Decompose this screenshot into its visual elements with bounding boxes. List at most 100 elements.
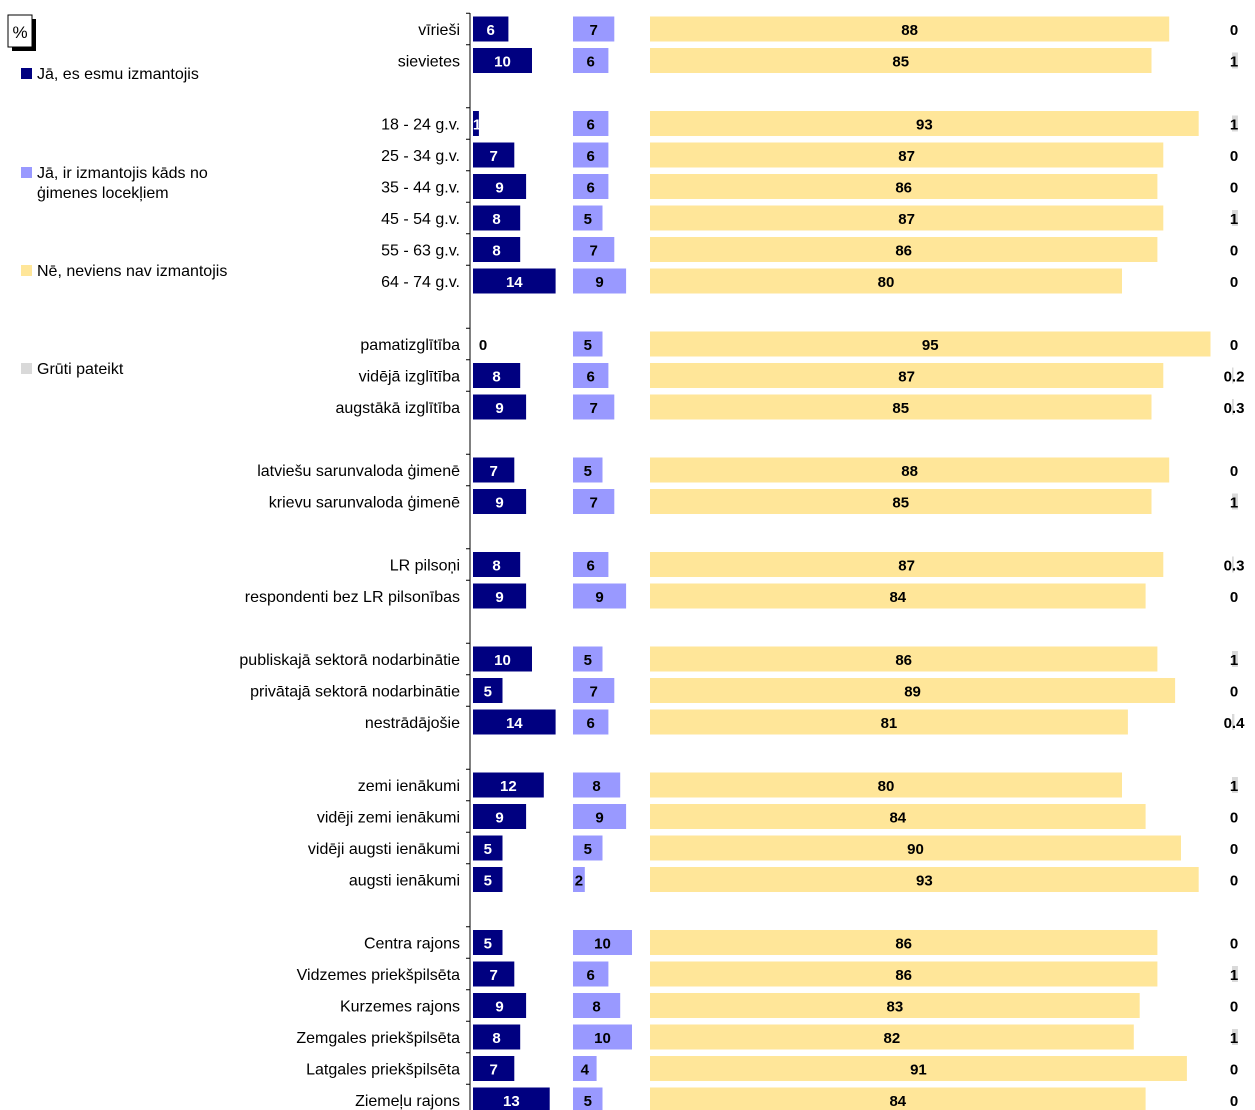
bar [473,142,515,168]
value-label: 1 [1230,54,1238,71]
category-label: 25 - 34 g.v. [381,148,460,165]
value-label: 5 [484,684,492,701]
value-label: 87 [898,369,915,386]
value-label: 0 [1230,589,1238,606]
value-label: 6 [587,54,595,71]
category-label: Ziemeļu rajons [355,1093,460,1110]
value-label: 0 [1230,243,1238,260]
category-label: Latgales priekšpilsēta [306,1062,460,1079]
value-label: 8 [492,369,500,386]
bar [473,489,527,514]
value-label: 7 [489,1062,497,1079]
value-label: 81 [881,715,898,732]
category-label: nestrādājošie [365,715,460,732]
value-label: 0 [1230,810,1238,827]
category-label: 35 - 44 g.v. [381,180,460,197]
value-label: 83 [887,999,904,1016]
bar [473,205,521,231]
value-label: 7 [489,463,497,480]
value-label: 5 [584,652,592,669]
bar [650,142,1164,168]
bar [650,489,1152,514]
bar [473,268,556,294]
legend-swatch [21,363,32,374]
value-label: 8 [492,558,500,575]
legend-label: Nē, neviens nav izmantojis [37,263,227,280]
value-label: 9 [595,589,603,606]
value-label: 93 [916,117,933,134]
legend-label: Jā, es esmu izmantojis [37,66,199,83]
category-label: vidēji augsti ienākumi [308,841,460,858]
value-label: 5 [584,841,592,858]
value-label: 5 [584,1093,592,1110]
bar [650,1056,1187,1081]
value-label: 1 [1230,652,1238,669]
value-label: 1 [1230,778,1238,795]
value-label: 9 [495,400,503,417]
bar [573,16,615,42]
value-label: 9 [495,999,503,1016]
bar [573,930,632,955]
value-label: 2 [575,873,583,890]
category-label: zemi ienākumi [358,778,460,795]
value-label: 1 [1230,967,1238,984]
category-label: krievu sarunvaloda ģimenē [269,494,460,512]
legend-label: Jā, ir izmantojis kāds no ģimenes locekļi… [37,165,208,202]
value-label: 8 [592,778,600,795]
bar [1232,210,1238,226]
bar [1232,651,1238,667]
value-label: 0 [1230,1093,1238,1110]
bar [650,1087,1146,1110]
value-label: 84 [889,589,906,606]
bar [650,1024,1134,1050]
value-label: 87 [898,211,915,228]
bar [650,678,1176,703]
bar [473,237,521,262]
value-label: 87 [898,558,915,575]
bar [473,867,503,892]
bar [573,583,627,609]
value-label: 0.3 [1224,400,1245,417]
value-label: 0.4 [1224,715,1246,732]
value-label: 9 [495,180,503,197]
value-label: 0 [1230,148,1238,165]
value-label: 8 [492,1030,500,1047]
bar [573,835,603,861]
bar [473,16,509,42]
value-label: 89 [904,684,921,701]
legend-swatch [21,68,32,79]
bar [650,709,1128,735]
value-label: 5 [484,873,492,890]
value-label: 5 [484,841,492,858]
value-label: 10 [494,652,511,669]
value-label: 87 [898,148,915,165]
legend-swatch [21,167,32,178]
bar [650,772,1122,798]
value-label: 0 [1230,337,1238,354]
bar [573,394,615,420]
value-label: 85 [892,400,909,417]
bar [650,174,1158,199]
bar [473,394,527,420]
value-label: 14 [506,715,523,732]
legend: % Jā, es esmu izmantojis Jā, ir izmantojis… [7,14,227,378]
value-label: 1 [473,117,481,134]
value-label: 1 [1230,211,1238,228]
value-label: 0 [1230,180,1238,197]
bar [650,111,1199,136]
category-label: pamatizglītība [360,337,460,354]
bar [573,363,609,388]
bar [650,394,1152,420]
bar [650,583,1146,609]
value-label: 0.3 [1224,558,1245,575]
value-label: 9 [495,495,503,512]
value-label: 6 [487,22,495,39]
value-label: 0 [1230,936,1238,953]
value-label: 6 [587,967,595,984]
value-label: 0 [1230,22,1238,39]
value-label: 6 [587,715,595,732]
bar [1232,1029,1238,1045]
value-label: 0.2 [1224,369,1245,386]
category-label: 64 - 74 g.v. [381,274,460,291]
bar [473,552,521,577]
